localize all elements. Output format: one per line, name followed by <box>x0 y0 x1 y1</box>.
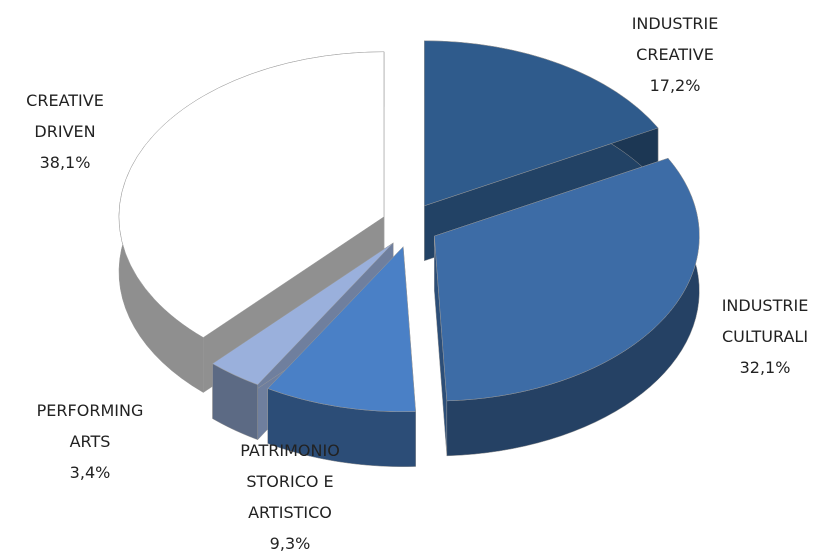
slice-label: CREATIVE DRIVEN 38,1% <box>0 85 130 178</box>
slice <box>212 242 394 386</box>
category-name: CREATIVE DRIVEN <box>26 91 104 141</box>
category-name: INDUSTRIE CULTURALI <box>721 296 809 346</box>
value-label: 32,1% <box>739 358 791 377</box>
value-label: 38,1% <box>39 153 91 172</box>
category-name: PERFORMING ARTS <box>36 401 144 451</box>
category-name: INDUSTRIE CREATIVE <box>631 14 719 64</box>
value-label: 17,2% <box>649 76 701 95</box>
slice-label: PERFORMING ARTS 3,4% <box>15 395 165 488</box>
value-label: 3,4% <box>69 463 111 482</box>
slice-label: INDUSTRIE CREATIVE 17,2% <box>620 8 730 101</box>
category-name: PATRIMONIO STORICO E ARTISTICO <box>240 441 340 522</box>
slice <box>118 51 385 338</box>
value-label: 9,3% <box>269 534 311 553</box>
slice-label: PATRIMONIO STORICO E ARTISTICO 9,3% <box>205 435 375 559</box>
slice <box>434 157 700 402</box>
slice <box>424 40 659 207</box>
slice <box>267 246 416 412</box>
slice-label: INDUSTRIE CULTURALI 32,1% <box>705 290 825 383</box>
